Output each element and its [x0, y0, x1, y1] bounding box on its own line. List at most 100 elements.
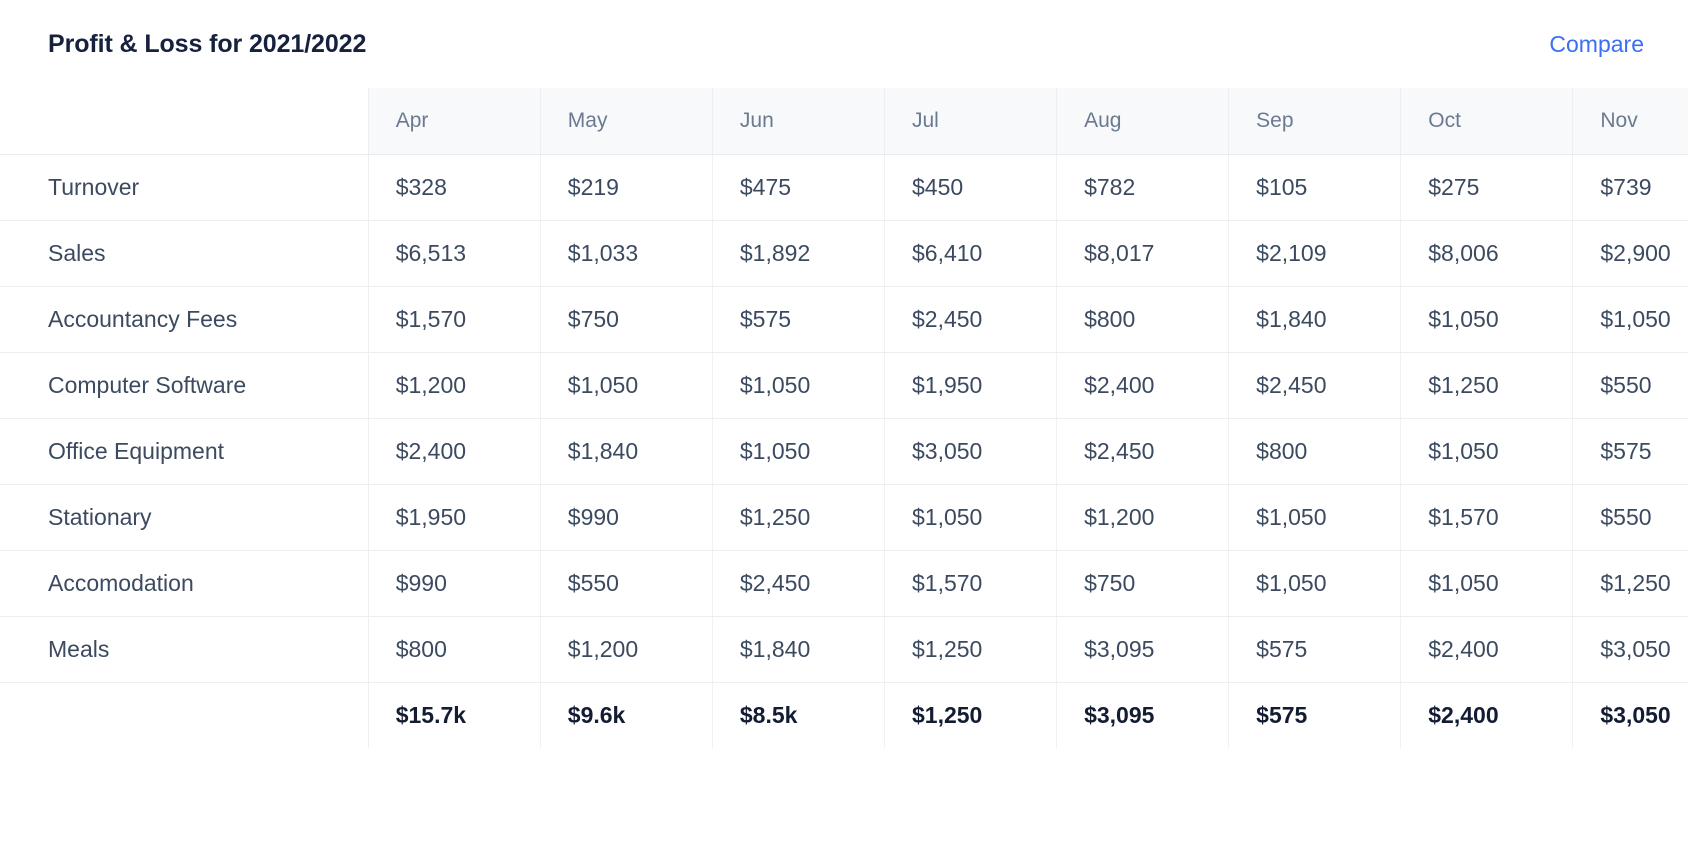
profit-loss-table: Apr May Jun Jul Aug Sep Oct Nov Turnover… — [0, 88, 1688, 748]
table-row[interactable]: Turnover $328 $219 $475 $450 $782 $105 $… — [0, 154, 1688, 221]
row-label: Turnover — [0, 154, 369, 221]
cell: $2,400 — [368, 418, 541, 485]
cell: $739 — [1572, 154, 1688, 221]
table-row[interactable]: Meals $800 $1,200 $1,840 $1,250 $3,095 $… — [0, 616, 1688, 683]
cell: $1,250 — [1572, 550, 1688, 617]
cell: $575 — [712, 286, 885, 353]
table-scroll-area[interactable]: Apr May Jun Jul Aug Sep Oct Nov Turnover… — [0, 88, 1688, 856]
cell: $1,050 — [712, 418, 885, 485]
totals-cell: $1,250 — [884, 682, 1058, 748]
table-row[interactable]: Office Equipment $2,400 $1,840 $1,050 $3… — [0, 418, 1688, 485]
cell: $1,050 — [712, 352, 885, 419]
table-totals-row: $15.7k $9.6k $8.5k $1,250 $3,095 $575 $2… — [0, 682, 1688, 748]
row-label: Sales — [0, 220, 369, 287]
column-header-jul[interactable]: Jul — [884, 88, 1058, 155]
column-header-oct[interactable]: Oct — [1400, 88, 1574, 155]
cell: $1,050 — [1400, 418, 1574, 485]
cell: $6,513 — [368, 220, 541, 287]
cell: $1,050 — [1400, 550, 1574, 617]
cell: $575 — [1572, 418, 1688, 485]
column-header-sep[interactable]: Sep — [1228, 88, 1402, 155]
cell: $105 — [1228, 154, 1402, 221]
table-header-row: Apr May Jun Jul Aug Sep Oct Nov — [0, 88, 1688, 155]
cell: $3,050 — [1572, 616, 1688, 683]
cell: $1,840 — [1228, 286, 1402, 353]
column-header-corner — [0, 88, 369, 155]
cell: $550 — [1572, 352, 1688, 419]
table-row[interactable]: Stationary $1,950 $990 $1,250 $1,050 $1,… — [0, 484, 1688, 551]
totals-cell: $15.7k — [368, 682, 541, 748]
cell: $1,250 — [884, 616, 1058, 683]
cell: $1,050 — [884, 484, 1058, 551]
cell: $2,450 — [712, 550, 885, 617]
cell: $3,050 — [884, 418, 1058, 485]
cell: $1,950 — [368, 484, 541, 551]
cell: $1,950 — [884, 352, 1058, 419]
cell: $2,400 — [1400, 616, 1574, 683]
cell: $219 — [540, 154, 713, 221]
row-label: Meals — [0, 616, 369, 683]
cell: $2,450 — [884, 286, 1058, 353]
cell: $1,050 — [540, 352, 713, 419]
cell: $275 — [1400, 154, 1574, 221]
column-header-jun[interactable]: Jun — [712, 88, 885, 155]
cell: $2,109 — [1228, 220, 1402, 287]
cell: $1,570 — [884, 550, 1058, 617]
row-label: Accomodation — [0, 550, 369, 617]
compare-link[interactable]: Compare — [1549, 30, 1644, 57]
column-header-apr[interactable]: Apr — [368, 88, 541, 155]
cell: $2,450 — [1228, 352, 1402, 419]
cell: $2,900 — [1572, 220, 1688, 287]
cell: $1,050 — [1572, 286, 1688, 353]
totals-cell: $575 — [1228, 682, 1402, 748]
cell: $750 — [540, 286, 713, 353]
cell: $1,250 — [1400, 352, 1574, 419]
table-row[interactable]: Accomodation $990 $550 $2,450 $1,570 $75… — [0, 550, 1688, 617]
cell: $2,450 — [1056, 418, 1230, 485]
cell: $575 — [1228, 616, 1402, 683]
totals-cell: $3,050 — [1572, 682, 1688, 748]
cell: $1,892 — [712, 220, 885, 287]
cell: $550 — [1572, 484, 1688, 551]
cell: $550 — [540, 550, 713, 617]
cell: $990 — [540, 484, 713, 551]
cell: $3,095 — [1056, 616, 1230, 683]
cell: $1,200 — [368, 352, 541, 419]
cell: $1,200 — [540, 616, 713, 683]
cell: $1,570 — [1400, 484, 1574, 551]
table-body: Turnover $328 $219 $475 $450 $782 $105 $… — [0, 154, 1688, 748]
cell: $990 — [368, 550, 541, 617]
totals-cell: $8.5k — [712, 682, 885, 748]
row-label: Stationary — [0, 484, 369, 551]
table-head: Apr May Jun Jul Aug Sep Oct Nov — [0, 88, 1688, 155]
table-row[interactable]: Accountancy Fees $1,570 $750 $575 $2,450… — [0, 286, 1688, 353]
totals-label — [0, 682, 369, 748]
cell: $1,050 — [1228, 550, 1402, 617]
cell: $1,050 — [1228, 484, 1402, 551]
table-row[interactable]: Sales $6,513 $1,033 $1,892 $6,410 $8,017… — [0, 220, 1688, 287]
cell: $800 — [1228, 418, 1402, 485]
cell: $450 — [884, 154, 1058, 221]
column-header-may[interactable]: May — [540, 88, 713, 155]
cell: $1,033 — [540, 220, 713, 287]
row-label: Office Equipment — [0, 418, 369, 485]
cell: $800 — [368, 616, 541, 683]
cell: $782 — [1056, 154, 1230, 221]
column-header-aug[interactable]: Aug — [1056, 88, 1230, 155]
totals-cell: $2,400 — [1400, 682, 1574, 748]
totals-cell: $9.6k — [540, 682, 713, 748]
column-header-nov[interactable]: Nov — [1572, 88, 1688, 155]
cell: $328 — [368, 154, 541, 221]
row-label: Computer Software — [0, 352, 369, 419]
cell: $8,017 — [1056, 220, 1230, 287]
cell: $1,570 — [368, 286, 541, 353]
cell: $1,840 — [712, 616, 885, 683]
cell: $1,840 — [540, 418, 713, 485]
cell: $475 — [712, 154, 885, 221]
card-header: Profit & Loss for 2021/2022 Compare — [0, 0, 1688, 88]
page-title: Profit & Loss for 2021/2022 — [48, 29, 367, 58]
cell: $1,200 — [1056, 484, 1230, 551]
cell: $1,250 — [712, 484, 885, 551]
table-row[interactable]: Computer Software $1,200 $1,050 $1,050 $… — [0, 352, 1688, 419]
